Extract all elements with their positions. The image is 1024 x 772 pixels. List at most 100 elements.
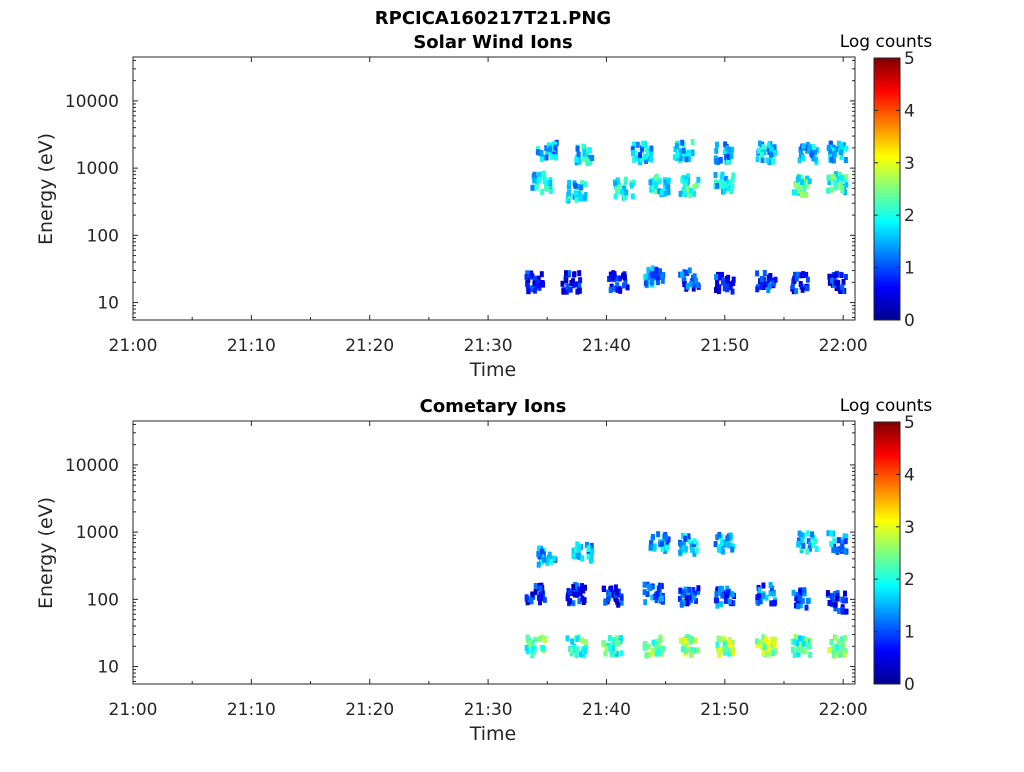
data-cell <box>731 280 736 286</box>
data-cell <box>805 141 810 148</box>
data-cell <box>724 149 729 156</box>
data-cell <box>625 284 630 291</box>
data-cell <box>837 171 842 178</box>
data-cell <box>673 146 678 153</box>
data-cell <box>721 635 726 642</box>
data-cell <box>811 155 816 162</box>
data-cell <box>652 543 657 550</box>
data-cell <box>689 651 693 658</box>
data-cell <box>535 149 540 156</box>
data-cell <box>649 145 654 152</box>
data-cell <box>794 602 798 609</box>
data-cell <box>840 288 845 295</box>
data-cell <box>825 590 830 597</box>
data-cell <box>723 593 728 600</box>
data-cell <box>796 651 801 658</box>
data-cell <box>658 637 663 644</box>
data-cell <box>761 582 766 589</box>
x-axis-label: Time <box>469 359 517 381</box>
data-cell <box>577 586 582 593</box>
data-cell <box>548 183 553 190</box>
data-cell <box>525 648 530 655</box>
data-cell <box>692 550 697 557</box>
data-cell <box>536 561 541 568</box>
data-cell <box>696 282 701 289</box>
data-cell <box>837 183 842 190</box>
data-cell <box>579 193 583 200</box>
data-cell <box>602 640 607 647</box>
data-cell <box>792 638 797 645</box>
data-cell <box>575 288 580 295</box>
data-cell <box>613 193 618 200</box>
data-cell <box>791 288 796 295</box>
data-cell <box>795 176 800 183</box>
data-cell <box>839 178 843 185</box>
data-cell <box>766 145 771 152</box>
data-cell <box>575 145 580 152</box>
data-cell <box>539 271 544 278</box>
data-cell <box>690 647 694 653</box>
data-cell <box>584 157 589 164</box>
data-cell <box>686 185 690 192</box>
data-cell <box>806 597 810 604</box>
data-cell <box>561 288 566 295</box>
data-cell <box>844 174 849 181</box>
data-cell <box>805 548 810 555</box>
data-cell <box>828 149 833 156</box>
data-cell <box>689 543 694 550</box>
cometary-panel: Cometary Ions 21:00 21:10 21:20 21:30 21:40 2… <box>35 396 932 745</box>
data-cell <box>714 158 719 165</box>
panel-title: Solar Wind Ions <box>413 32 572 53</box>
data-cell <box>580 180 585 187</box>
data-cell <box>805 285 810 292</box>
data-cell <box>588 159 593 166</box>
data-cell <box>723 597 728 604</box>
data-cell <box>693 637 698 644</box>
data-cell <box>769 151 773 158</box>
y-tick-label: 10 <box>97 294 119 314</box>
data-cell <box>755 286 760 293</box>
data-cell <box>724 539 729 546</box>
data-cell <box>565 196 570 203</box>
data-cell <box>638 152 642 159</box>
data-cell <box>832 541 837 548</box>
data-cell <box>657 590 662 597</box>
data-cell <box>716 546 721 553</box>
colorbar-tick-label: 5 <box>904 413 915 433</box>
data-cell <box>762 149 767 156</box>
data-cell <box>635 141 640 148</box>
data-cell <box>536 545 541 552</box>
data-cell <box>715 141 719 148</box>
data-cell <box>692 281 697 288</box>
data-cell <box>674 143 679 149</box>
data-cell <box>649 186 654 193</box>
data-cell <box>655 591 660 597</box>
data-cell <box>826 530 831 537</box>
data-cell <box>694 597 698 604</box>
data-cell <box>832 179 837 186</box>
data-cell <box>573 182 578 189</box>
data-cell <box>532 280 537 287</box>
data-cell <box>610 645 615 652</box>
data-cell <box>730 288 735 295</box>
data-cell <box>801 154 806 161</box>
x-axis-label: Time <box>469 723 517 745</box>
data-cell <box>575 582 580 589</box>
data-cell <box>582 194 587 201</box>
data-cell <box>542 556 547 563</box>
data-cell <box>567 270 571 277</box>
data-cell <box>800 286 805 293</box>
data-cell <box>716 288 721 295</box>
data-cell <box>652 273 657 280</box>
data-cell <box>692 590 697 597</box>
data-cell <box>629 182 634 189</box>
colorbar-tick-label: 1 <box>904 623 915 643</box>
data-cell <box>762 276 766 283</box>
data-cell <box>616 601 621 608</box>
data-cell <box>539 548 544 555</box>
colorbar: Log counts 0 1 2 3 4 5 <box>840 32 933 331</box>
data-cell <box>649 650 654 657</box>
x-tick-label: 22:00 <box>819 336 868 356</box>
data-cell <box>724 154 729 161</box>
data-cell <box>719 601 724 608</box>
